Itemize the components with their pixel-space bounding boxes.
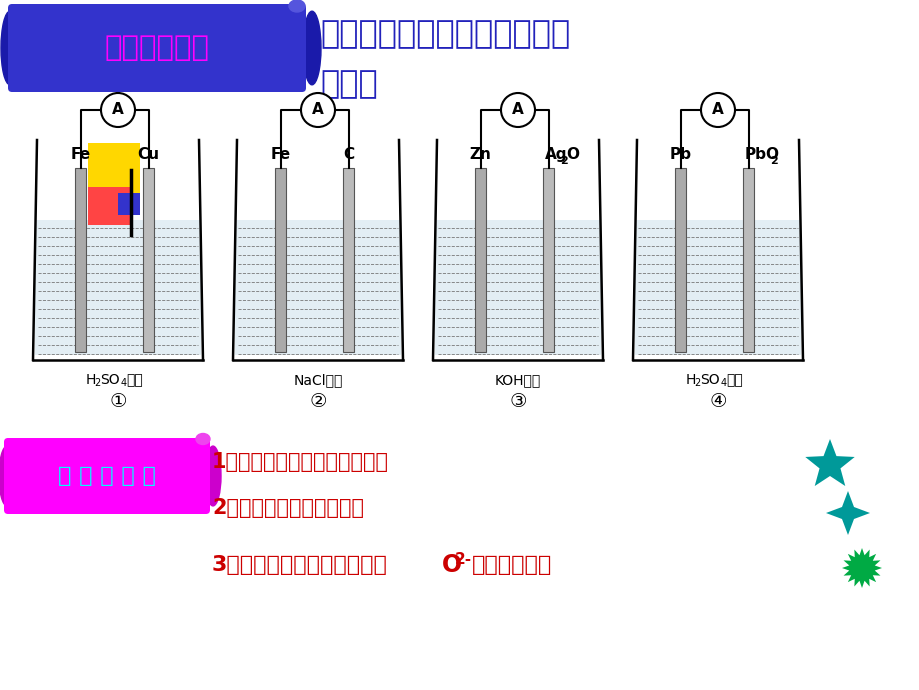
Text: 总 结 与 感 悟: 总 结 与 感 悟 <box>58 466 155 486</box>
Bar <box>234 220 401 355</box>
Text: SO: SO <box>100 373 119 387</box>
Polygon shape <box>825 491 869 535</box>
Text: PbO: PbO <box>743 147 778 162</box>
Bar <box>634 220 800 355</box>
Text: 的书写规律：: 的书写规律： <box>471 555 551 575</box>
Text: Fe: Fe <box>270 147 290 162</box>
Text: A: A <box>711 103 723 117</box>
Text: KOH溶液: KOH溶液 <box>494 373 540 387</box>
Text: 2、负极反应特点与规律：: 2、负极反应特点与规律： <box>211 498 364 518</box>
Text: A: A <box>112 103 124 117</box>
Ellipse shape <box>205 446 221 506</box>
Text: 溶液: 溶液 <box>126 373 142 387</box>
Text: Pb: Pb <box>669 147 691 162</box>
Bar <box>542 168 553 352</box>
Text: 3、溶液中正极电极反应产生: 3、溶液中正极电极反应产生 <box>211 555 388 575</box>
Bar <box>675 168 686 352</box>
Text: 分析以下原电池的正负极和电: 分析以下原电池的正负极和电 <box>320 19 570 50</box>
Ellipse shape <box>0 446 15 506</box>
Bar <box>743 168 754 352</box>
Text: 2: 2 <box>94 378 100 388</box>
Bar <box>143 168 154 352</box>
Text: ①: ① <box>109 393 127 411</box>
Text: O: O <box>441 553 461 577</box>
Bar <box>118 193 140 215</box>
Text: SO: SO <box>699 373 719 387</box>
Circle shape <box>101 93 135 127</box>
Bar <box>88 187 130 225</box>
Text: A: A <box>312 103 323 117</box>
Text: 思考与交流一: 思考与交流一 <box>105 34 210 62</box>
Bar <box>75 168 86 352</box>
Ellipse shape <box>289 0 305 12</box>
Text: 1、正极发生反应的物质判断：: 1、正极发生反应的物质判断： <box>211 452 389 472</box>
Circle shape <box>501 93 535 127</box>
Ellipse shape <box>302 11 321 85</box>
Text: 2-: 2- <box>455 553 471 567</box>
Ellipse shape <box>1 11 19 85</box>
Circle shape <box>700 93 734 127</box>
Text: 溶液: 溶液 <box>725 373 742 387</box>
Text: Cu: Cu <box>138 147 159 162</box>
Text: Ag: Ag <box>544 147 566 162</box>
Text: 2: 2 <box>770 156 777 166</box>
Polygon shape <box>841 548 881 588</box>
Text: 4: 4 <box>720 378 726 388</box>
Text: ③: ③ <box>509 393 527 411</box>
Polygon shape <box>804 439 854 486</box>
Text: 2: 2 <box>693 378 699 388</box>
Text: C: C <box>343 147 354 162</box>
Text: H: H <box>85 373 96 387</box>
Text: H: H <box>686 373 696 387</box>
Circle shape <box>301 93 335 127</box>
Text: 4: 4 <box>121 378 127 388</box>
Text: NaCl溶液: NaCl溶液 <box>293 373 342 387</box>
Text: 极反应: 极反应 <box>320 70 378 101</box>
Text: Zn: Zn <box>470 147 491 162</box>
Bar <box>435 220 600 355</box>
FancyBboxPatch shape <box>4 438 210 514</box>
Bar <box>474 168 485 352</box>
Bar <box>88 143 140 195</box>
Text: Fe: Fe <box>71 147 91 162</box>
Text: ④: ④ <box>709 393 726 411</box>
Text: ②: ② <box>309 393 326 411</box>
Ellipse shape <box>196 433 210 444</box>
Bar <box>35 220 200 355</box>
Bar <box>275 168 286 352</box>
Bar <box>343 168 354 352</box>
Text: 2: 2 <box>560 156 568 166</box>
FancyBboxPatch shape <box>8 4 306 92</box>
Text: A: A <box>512 103 523 117</box>
Text: O: O <box>566 147 579 162</box>
